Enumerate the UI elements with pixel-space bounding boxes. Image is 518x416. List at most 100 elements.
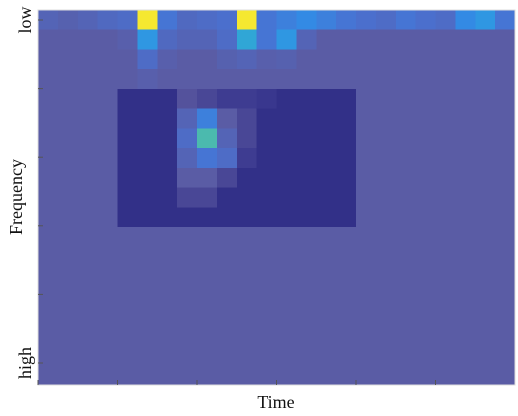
- cell: [97, 108, 118, 129]
- cell: [197, 227, 218, 248]
- cell: [57, 148, 79, 169]
- cell: [415, 167, 436, 189]
- cell: [316, 306, 337, 327]
- cell: [38, 128, 59, 149]
- cell: [157, 108, 178, 129]
- cell: [57, 108, 79, 129]
- cell: [137, 345, 158, 366]
- cell: [336, 167, 357, 189]
- cell: [455, 148, 476, 169]
- cell: [375, 49, 397, 70]
- cell: [276, 345, 297, 366]
- cell: [177, 246, 198, 268]
- cell: [97, 306, 118, 327]
- cell: [97, 29, 118, 50]
- cell: [395, 246, 417, 268]
- cell: [256, 246, 277, 268]
- cell: [455, 345, 476, 366]
- cell: [356, 108, 377, 129]
- cell: [236, 207, 258, 228]
- cell: [57, 266, 79, 287]
- cell: [495, 306, 516, 327]
- cell: [256, 365, 277, 386]
- cell: [157, 167, 178, 189]
- cell: [356, 49, 377, 70]
- cell: [455, 10, 476, 31]
- cell: [415, 246, 436, 268]
- x-axis-label: Time: [257, 392, 294, 412]
- cell: [197, 108, 218, 129]
- cell: [216, 246, 238, 268]
- cell: [356, 29, 377, 50]
- cell: [157, 286, 178, 307]
- cell: [256, 88, 277, 110]
- cell: [38, 227, 59, 248]
- cell: [455, 246, 476, 268]
- cell: [276, 69, 297, 90]
- y-tick-label: low: [15, 6, 35, 33]
- cell: [216, 10, 238, 31]
- cell: [38, 207, 59, 228]
- cell: [77, 128, 99, 149]
- cell: [97, 365, 118, 386]
- cell: [475, 187, 496, 208]
- cell: [236, 167, 258, 189]
- cell: [316, 29, 337, 50]
- cell: [157, 246, 178, 268]
- cell: [38, 167, 59, 189]
- cell: [137, 167, 158, 189]
- cell: [475, 345, 496, 366]
- cell: [256, 128, 277, 149]
- cell: [296, 49, 317, 70]
- cell: [177, 29, 198, 50]
- cell: [57, 88, 79, 110]
- cell: [395, 227, 417, 248]
- cell: [77, 227, 99, 248]
- cell: [197, 246, 218, 268]
- cell: [236, 246, 258, 268]
- cell: [197, 10, 218, 31]
- cell: [356, 345, 377, 366]
- cell: [57, 286, 79, 307]
- cell: [455, 365, 476, 386]
- cell: [435, 345, 456, 366]
- cell: [316, 365, 337, 386]
- cell: [276, 227, 297, 248]
- cell: [57, 10, 79, 31]
- cell: [57, 207, 79, 228]
- cell: [77, 49, 99, 70]
- cell: [375, 10, 397, 31]
- cell: [276, 108, 297, 129]
- cell: [495, 227, 516, 248]
- cell: [395, 88, 417, 110]
- cell: [495, 187, 516, 208]
- cell: [395, 365, 417, 386]
- cell: [57, 128, 79, 149]
- cell: [336, 108, 357, 129]
- cell: [137, 306, 158, 327]
- cell: [395, 167, 417, 189]
- cell: [77, 345, 99, 366]
- cell: [435, 167, 456, 189]
- cell: [475, 365, 496, 386]
- cell: [395, 187, 417, 208]
- cell: [57, 227, 79, 248]
- cell: [77, 207, 99, 228]
- cell: [97, 246, 118, 268]
- cell: [197, 345, 218, 366]
- cell: [435, 286, 456, 307]
- cell: [356, 207, 377, 228]
- cell: [77, 88, 99, 110]
- cell: [296, 10, 317, 31]
- cell: [316, 167, 337, 189]
- cell: [77, 365, 99, 386]
- cell: [316, 148, 337, 169]
- cell: [38, 325, 59, 347]
- cell: [395, 49, 417, 70]
- cell: [216, 365, 238, 386]
- cell: [475, 128, 496, 149]
- cell: [197, 365, 218, 386]
- cell: [276, 148, 297, 169]
- cell: [475, 227, 496, 248]
- cell: [57, 49, 79, 70]
